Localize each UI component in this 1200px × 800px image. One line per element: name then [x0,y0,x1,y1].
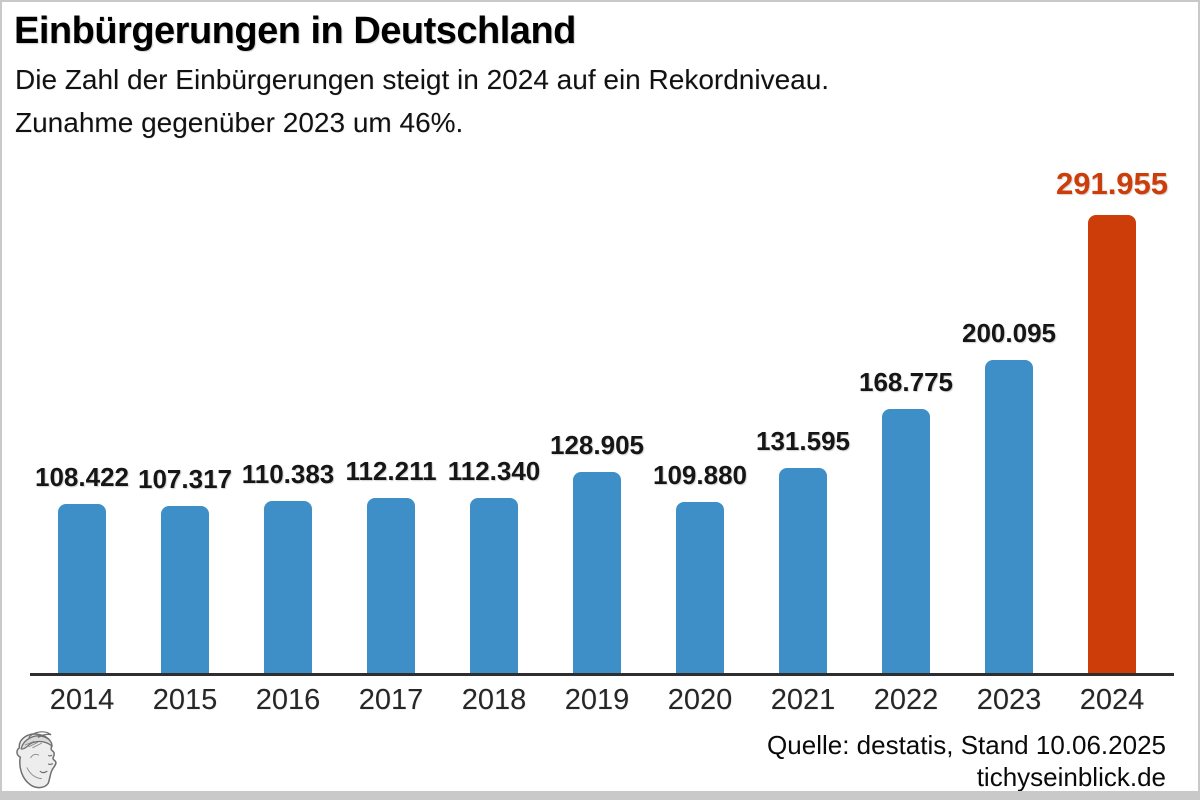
bar-2018 [470,498,518,675]
x-tick-label-2018: 2018 [461,684,527,716]
website-caption: tichyseinblick.de [976,762,1166,792]
bar-value-label-2024: 291.955 [1055,166,1169,201]
x-tick-label-2024: 2024 [1079,684,1145,716]
subtitle-line-2: Zunahme gegenüber 2023 um 46%. [15,107,464,138]
x-tick-label-2023: 2023 [976,684,1042,716]
bar-value-label-2021: 131.595 [756,426,850,456]
bar-value-label-2020: 109.880 [653,460,747,490]
bottom-border-strip [2,791,1198,798]
bar-value-label-2016: 110.383 [241,459,335,489]
bar-value-label-2022: 168.775 [859,367,953,397]
bar-2022 [882,409,930,675]
bar-2021 [779,468,827,675]
bar-value-label-2014: 108.422 [35,462,129,492]
bar-value-label-2018: 112.340 [447,456,541,486]
source-caption: Quelle: destatis, Stand 10.06.2025 [767,730,1166,760]
bar-2015 [161,506,209,675]
x-tick-label-2017: 2017 [358,684,424,716]
bar-value-label-2019: 128.905 [550,430,644,460]
bar-2016 [264,501,312,675]
bar-2023 [985,360,1033,675]
bar-value-label-2017: 112.211 [345,456,437,486]
bar-value-label-2023: 200.095 [962,318,1056,348]
x-tick-label-2020: 2020 [667,684,733,716]
bar-2019 [573,472,621,675]
bar-2017 [367,498,415,675]
x-tick-label-2022: 2022 [873,684,939,716]
bar-2014 [58,504,106,675]
subtitle-line-1: Die Zahl der Einbürgerungen steigt in 20… [15,64,830,95]
x-axis-line [30,673,1174,676]
page-title: Einbürgerungen in Deutschland [14,10,576,52]
x-tick-label-2016: 2016 [255,684,321,716]
x-tick-label-2019: 2019 [564,684,630,716]
x-tick-label-2021: 2021 [770,684,836,716]
x-tick-label-2014: 2014 [49,684,115,716]
bar-2024 [1088,215,1136,675]
hermes-head-logo-icon [16,731,57,789]
x-tick-label-2015: 2015 [152,684,218,716]
bar-2020 [676,502,724,675]
bar-value-label-2015: 107.317 [138,464,232,494]
